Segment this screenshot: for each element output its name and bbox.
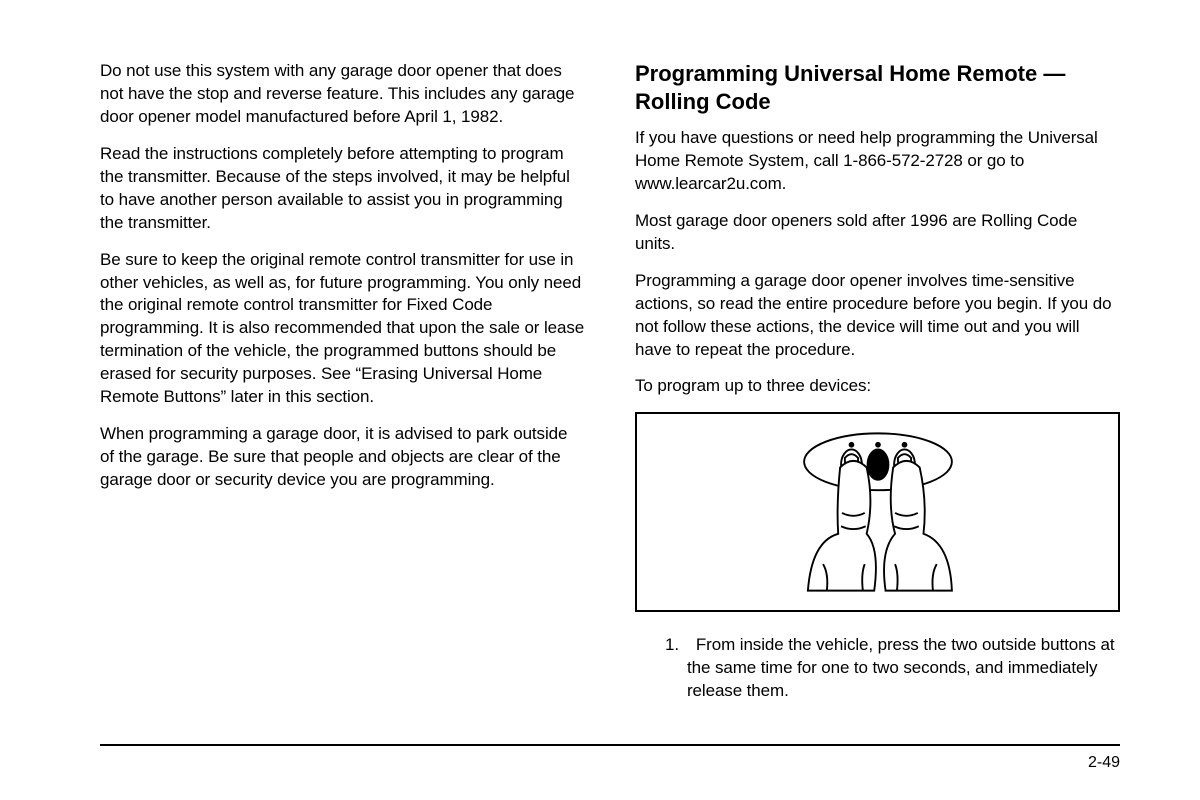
footer-rule <box>100 744 1120 746</box>
right-column: Programming Universal Home Remote — Roll… <box>635 60 1120 703</box>
right-para-4: To program up to three devices: <box>635 375 1120 398</box>
page-number: 2-49 <box>1088 754 1120 772</box>
right-para-2: Most garage door openers sold after 1996… <box>635 210 1120 256</box>
two-column-layout: Do not use this system with any garage d… <box>100 60 1120 703</box>
right-para-3: Programming a garage door opener involve… <box>635 270 1120 362</box>
left-para-2: Read the instructions completely before … <box>100 143 585 235</box>
left-para-1: Do not use this system with any garage d… <box>100 60 585 129</box>
left-para-4: When programming a garage door, it is ad… <box>100 423 585 492</box>
step-1: 1. From inside the vehicle, press the tw… <box>635 634 1120 703</box>
section-heading: Programming Universal Home Remote — Roll… <box>635 60 1120 115</box>
hands-pressing-buttons-icon <box>678 422 1078 602</box>
remote-illustration <box>635 412 1120 612</box>
left-column: Do not use this system with any garage d… <box>100 60 585 703</box>
left-para-3: Be sure to keep the original remote cont… <box>100 249 585 410</box>
right-para-1: If you have questions or need help progr… <box>635 127 1120 196</box>
